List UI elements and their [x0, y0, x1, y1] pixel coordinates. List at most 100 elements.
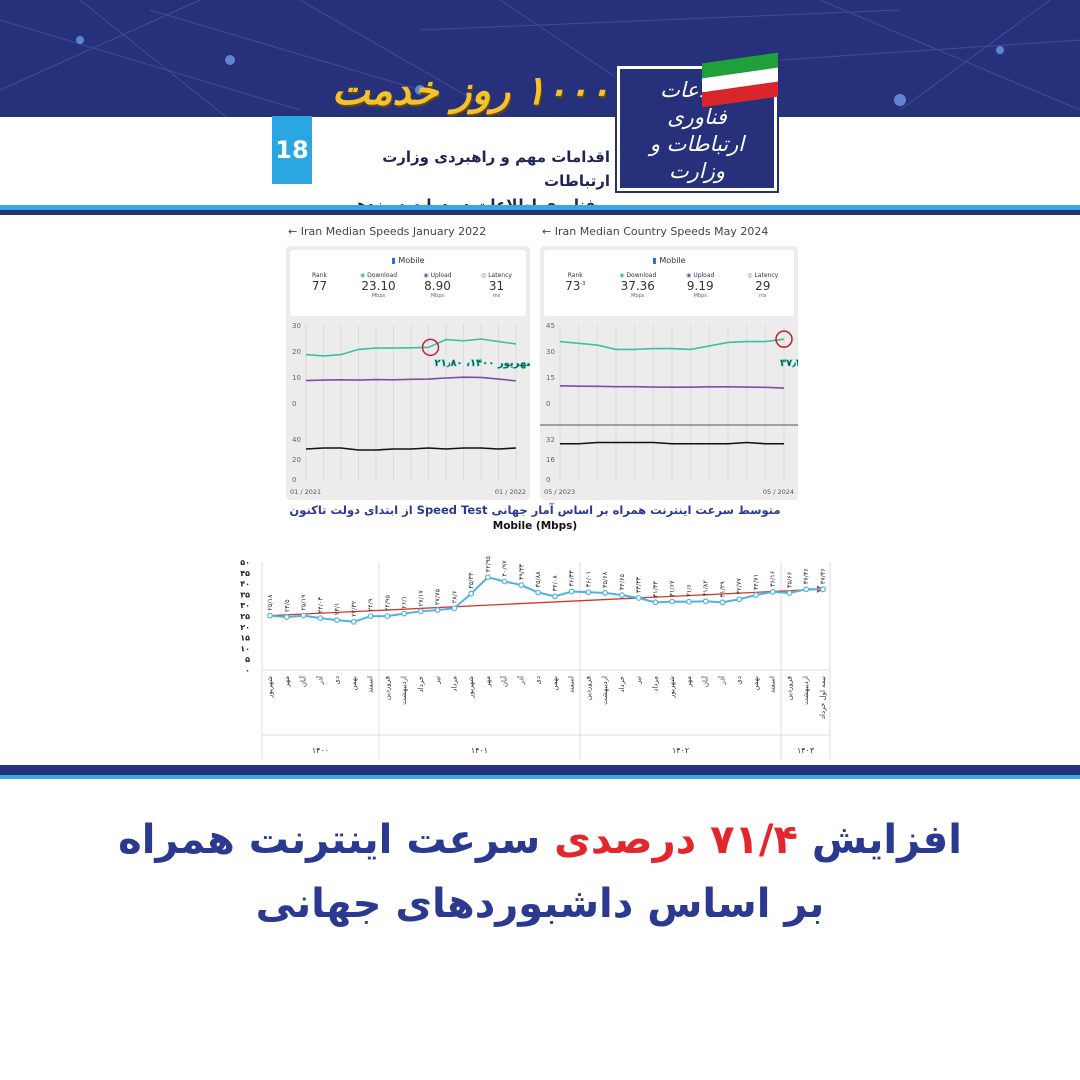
stat-latency: ◎ Latency 29 ms — [732, 272, 795, 299]
y-tick-label: 0 — [546, 476, 550, 484]
data-label: ۳۷/۳۶ — [819, 568, 827, 584]
data-point — [367, 613, 374, 620]
month-label: مهر — [283, 676, 291, 688]
month-label: مهر — [484, 676, 492, 688]
signal-icon: ▮ — [652, 256, 657, 265]
month-label: فروردین — [383, 676, 391, 700]
highlight-circle — [421, 338, 440, 357]
month-label: فروردین — [584, 676, 592, 700]
y-tick-label: 20 — [292, 456, 301, 464]
panel-title: ← Iran Median Speeds January 2022 — [288, 225, 487, 238]
data-label: ۳۹/۳۳ — [517, 563, 525, 580]
data-point — [417, 608, 424, 615]
stat-unit: Mbps — [371, 293, 386, 299]
data-label: ۲۴/۹ — [367, 598, 375, 611]
y-tick-label: 30 — [546, 348, 555, 356]
network-pattern — [0, 0, 1080, 121]
month-label: تیر — [635, 676, 643, 685]
data-point — [350, 618, 357, 625]
speed-series-line — [269, 576, 823, 623]
data-label: ۳۱/۳۳ — [651, 581, 659, 598]
headline-text: افزایش — [811, 817, 962, 863]
data-label: ۲۴/۰۳ — [316, 596, 324, 613]
data-label: ۳۷/۳۶ — [802, 568, 810, 584]
year-label: ۱۴۰۰ — [312, 746, 329, 755]
divider — [0, 205, 1080, 210]
latency-icon: ◎ — [747, 272, 753, 279]
stat-latency: ◎ Latency 31 ms — [467, 272, 526, 299]
stat-label: Upload — [693, 272, 715, 279]
stat-value: 8.90 — [424, 279, 451, 293]
headline-text: سرعت اینترنت همراه — [118, 817, 541, 863]
stat-label: Rank — [312, 272, 327, 279]
mobile-tab[interactable]: ▮ Mobile — [544, 256, 794, 265]
stat-unit: ms — [759, 293, 767, 299]
y-tick-label: ۵ — [245, 655, 250, 664]
y-tick-label: ۰ — [245, 666, 250, 675]
data-label: ۳۴/۰۸ — [551, 575, 559, 592]
data-point — [753, 592, 759, 598]
data-point — [702, 598, 709, 605]
headline: افزایش ۷۱/۴ درصدی سرعت اینترنت همراه بر … — [0, 808, 1080, 936]
data-point — [401, 610, 407, 617]
month-label: فروردین — [785, 676, 793, 700]
data-label: ۳۱/۶ — [685, 584, 693, 597]
data-point — [652, 599, 659, 606]
month-label: شهریور — [266, 676, 274, 699]
month-label: اسفند — [568, 676, 576, 693]
data-point — [803, 586, 810, 593]
stat-upload: ◉ Upload 9.19 Mbps — [669, 272, 732, 299]
data-point — [769, 588, 776, 595]
logo-text: وزارت — [668, 159, 726, 183]
mobile-tab[interactable]: ▮ Mobile — [290, 256, 526, 265]
data-point — [635, 595, 642, 601]
data-label: ۲۴/۹۵ — [383, 594, 391, 611]
annotation-label: خرداد ۱۴۰۳، ۳۷٫۴۰ — [780, 358, 798, 369]
data-point — [518, 582, 525, 588]
chart-title: متوسط سرعت اینترنت همراه بر اساس آمار جه… — [289, 503, 781, 517]
month-label: اسفند — [769, 676, 777, 693]
speedtest-panel-2024: ▮ Mobile Rank 73-3 ◉ Download 37.36 Mbps ◉ … — [540, 246, 798, 500]
chart-subtitle: Mobile (Mbps) — [492, 520, 578, 532]
stat-label: Rank — [567, 272, 583, 279]
month-label: دی — [534, 676, 542, 685]
x-end-label: 05 / 2024 — [763, 488, 794, 496]
data-point — [501, 578, 508, 585]
y-tick-label: 15 — [546, 374, 555, 382]
data-point — [551, 593, 558, 600]
data-label: ۲۵/۱۸ — [266, 594, 274, 611]
y-tick-label: 45 — [546, 322, 555, 330]
data-label: ۳۲/۷۷ — [735, 578, 743, 595]
divider — [0, 210, 1080, 215]
stat-unit: Mbps — [693, 293, 707, 299]
data-point — [669, 598, 676, 605]
y-tick-label: 30 — [292, 322, 301, 330]
data-label: ۳۶/۳۳ — [568, 570, 576, 587]
series-line-upload — [305, 376, 517, 382]
campaign-title: ۱۰۰۰ روز خدمت — [331, 67, 610, 114]
month-label: نیمه اول خرداد — [819, 676, 827, 719]
y-tick-label: 20 — [292, 348, 301, 356]
data-label: ۳۵/۶۸ — [601, 571, 609, 588]
data-label: ۳۴/۶۵ — [618, 573, 626, 590]
logo-text: فناوری — [667, 105, 727, 129]
data-point — [736, 596, 743, 603]
data-label: ۳۱/۲۹ — [718, 581, 726, 598]
data-point — [468, 590, 474, 597]
y-tick-label: 0 — [546, 400, 550, 408]
y-tick-label: ۴۰ — [240, 580, 250, 589]
y-tick-label: ۴۵ — [240, 569, 250, 578]
y-tick-label: 0 — [292, 400, 296, 408]
series-line-latency — [305, 447, 517, 451]
data-label: ۴۰/۹۷ — [501, 560, 509, 577]
data-label: ۲۲/۳۲ — [350, 600, 358, 617]
month-label: شهریور — [668, 676, 676, 699]
stat-value: 73 — [565, 279, 581, 293]
data-point — [619, 592, 625, 599]
data-point — [451, 605, 458, 612]
stat-label: Upload — [430, 272, 452, 279]
data-label: ۳۵/۸۸ — [534, 571, 542, 588]
data-label: ۳۴/۷۱ — [752, 574, 760, 590]
month-label: آبان — [701, 675, 710, 687]
month-label: مهر — [685, 676, 693, 688]
